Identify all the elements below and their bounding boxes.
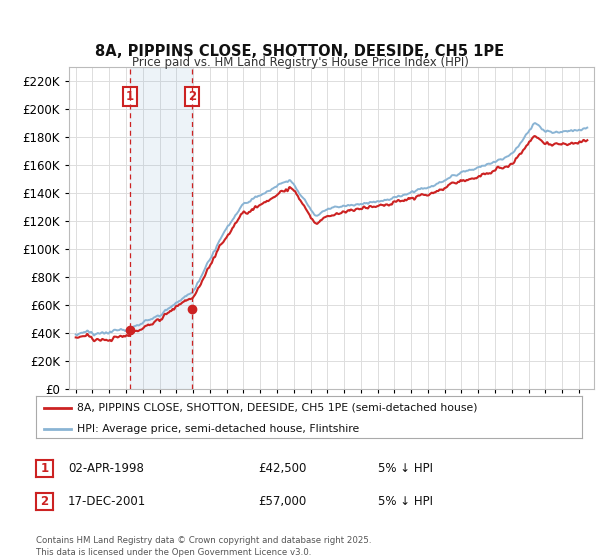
Text: Contains HM Land Registry data © Crown copyright and database right 2025.
This d: Contains HM Land Registry data © Crown c… bbox=[36, 536, 371, 557]
Text: 02-APR-1998: 02-APR-1998 bbox=[68, 462, 143, 475]
Text: 1: 1 bbox=[126, 90, 134, 102]
Text: 8A, PIPPINS CLOSE, SHOTTON, DEESIDE, CH5 1PE: 8A, PIPPINS CLOSE, SHOTTON, DEESIDE, CH5… bbox=[95, 44, 505, 59]
Text: £57,000: £57,000 bbox=[258, 494, 306, 508]
Text: HPI: Average price, semi-detached house, Flintshire: HPI: Average price, semi-detached house,… bbox=[77, 424, 359, 433]
Text: 2: 2 bbox=[188, 90, 197, 102]
Text: 17-DEC-2001: 17-DEC-2001 bbox=[68, 494, 146, 508]
Text: 1: 1 bbox=[40, 462, 49, 475]
Bar bbox=[130, 67, 193, 389]
Text: Price paid vs. HM Land Registry's House Price Index (HPI): Price paid vs. HM Land Registry's House … bbox=[131, 56, 469, 69]
Text: 2: 2 bbox=[40, 494, 49, 508]
Text: 8A, PIPPINS CLOSE, SHOTTON, DEESIDE, CH5 1PE (semi-detached house): 8A, PIPPINS CLOSE, SHOTTON, DEESIDE, CH5… bbox=[77, 403, 478, 413]
Text: 5% ↓ HPI: 5% ↓ HPI bbox=[378, 494, 433, 508]
Text: £42,500: £42,500 bbox=[258, 462, 307, 475]
Text: 5% ↓ HPI: 5% ↓ HPI bbox=[378, 462, 433, 475]
